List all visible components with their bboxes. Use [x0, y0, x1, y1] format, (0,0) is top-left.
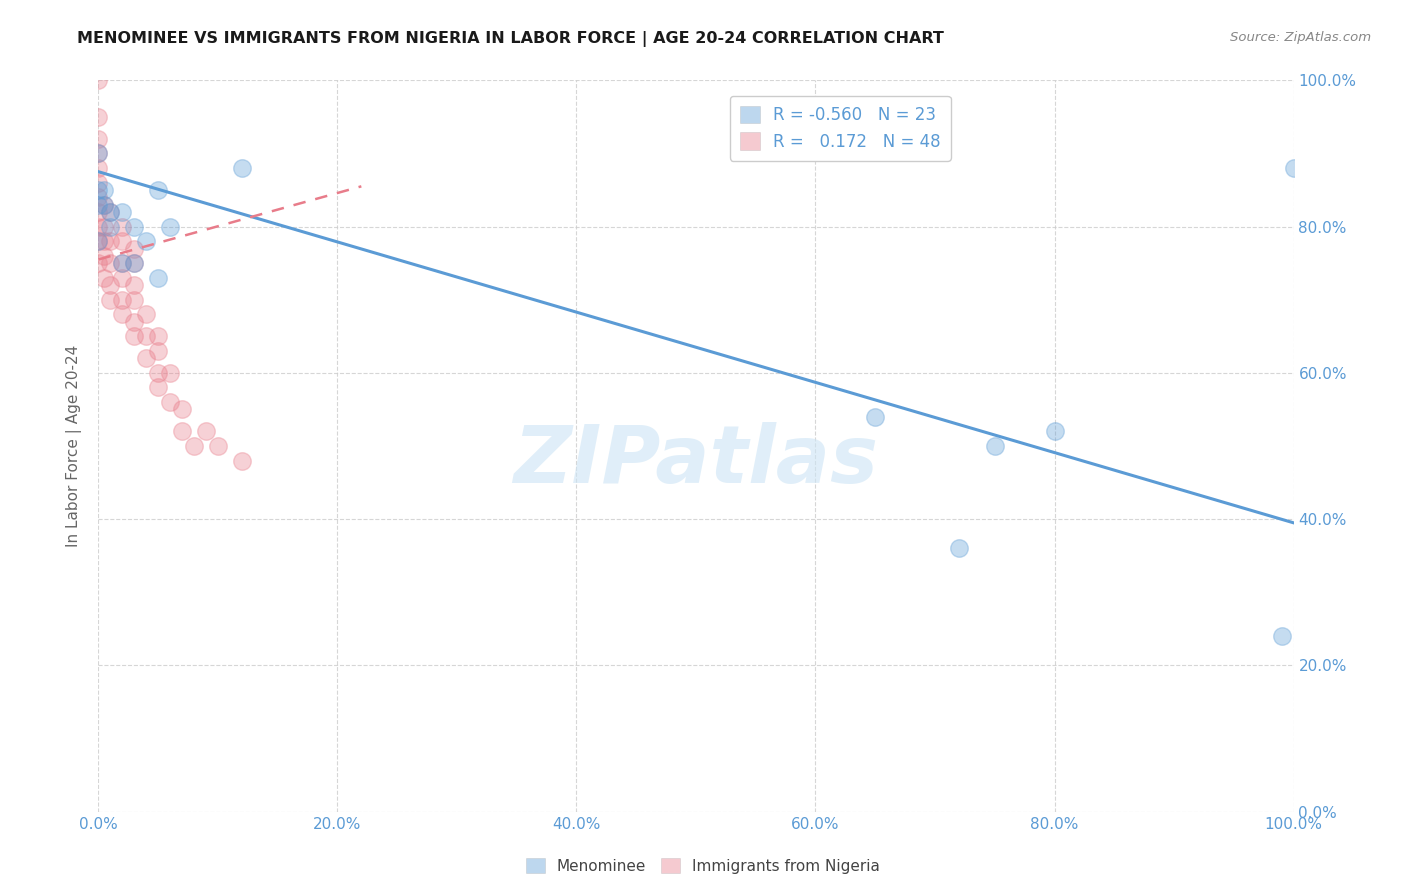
- Point: [124, 329, 146, 343]
- Point: [1043, 425, 1066, 439]
- Point: [98, 205, 122, 219]
- Point: [98, 234, 122, 248]
- Point: [87, 183, 110, 197]
- Point: [111, 293, 134, 307]
- Point: [1271, 629, 1294, 643]
- Point: [159, 395, 181, 409]
- Point: [159, 366, 181, 380]
- Point: [111, 270, 134, 285]
- Point: [984, 439, 1007, 453]
- Point: [111, 256, 134, 270]
- Point: [111, 256, 134, 270]
- Point: [93, 234, 115, 248]
- Point: [87, 234, 110, 248]
- Point: [195, 425, 218, 439]
- Point: [865, 409, 887, 424]
- Point: [98, 219, 122, 234]
- Point: [124, 278, 146, 293]
- Text: ZIPatlas: ZIPatlas: [513, 422, 879, 500]
- Text: MENOMINEE VS IMMIGRANTS FROM NIGERIA IN LABOR FORCE | AGE 20-24 CORRELATION CHAR: MENOMINEE VS IMMIGRANTS FROM NIGERIA IN …: [77, 31, 945, 47]
- Point: [93, 249, 115, 263]
- Point: [87, 176, 110, 190]
- Point: [87, 234, 110, 248]
- Point: [948, 541, 970, 556]
- Point: [135, 351, 157, 366]
- Point: [148, 343, 170, 358]
- Point: [87, 205, 110, 219]
- Point: [87, 161, 110, 175]
- Point: [1282, 161, 1305, 175]
- Point: [87, 197, 110, 211]
- Point: [231, 453, 253, 467]
- Point: [111, 219, 134, 234]
- Point: [111, 307, 134, 321]
- Point: [207, 439, 229, 453]
- Point: [93, 197, 115, 211]
- Point: [124, 256, 146, 270]
- Point: [124, 256, 146, 270]
- Point: [148, 380, 170, 394]
- Point: [124, 219, 146, 234]
- Point: [98, 278, 122, 293]
- Point: [124, 315, 146, 329]
- Point: [87, 190, 110, 204]
- Point: [87, 146, 110, 161]
- Point: [135, 329, 157, 343]
- Point: [124, 242, 146, 256]
- Point: [159, 219, 181, 234]
- Point: [135, 307, 157, 321]
- Point: [98, 256, 122, 270]
- Point: [172, 402, 194, 417]
- Point: [98, 205, 122, 219]
- Point: [148, 329, 170, 343]
- Point: [111, 234, 134, 248]
- Text: Source: ZipAtlas.com: Source: ZipAtlas.com: [1230, 31, 1371, 45]
- Point: [87, 110, 110, 124]
- Point: [172, 425, 194, 439]
- Point: [93, 183, 115, 197]
- Point: [135, 234, 157, 248]
- Y-axis label: In Labor Force | Age 20-24: In Labor Force | Age 20-24: [66, 345, 83, 547]
- Point: [93, 197, 115, 211]
- Point: [111, 205, 134, 219]
- Point: [124, 293, 146, 307]
- Point: [148, 270, 170, 285]
- Legend: Menominee, Immigrants from Nigeria: Menominee, Immigrants from Nigeria: [520, 852, 886, 880]
- Point: [231, 161, 253, 175]
- Legend: R = -0.560   N = 23, R =   0.172   N = 48: R = -0.560 N = 23, R = 0.172 N = 48: [730, 96, 950, 161]
- Point: [87, 256, 110, 270]
- Point: [93, 270, 115, 285]
- Point: [148, 183, 170, 197]
- Point: [87, 132, 110, 146]
- Point: [87, 73, 110, 87]
- Point: [87, 146, 110, 161]
- Point: [148, 366, 170, 380]
- Point: [183, 439, 205, 453]
- Point: [87, 219, 110, 234]
- Point: [98, 293, 122, 307]
- Point: [93, 219, 115, 234]
